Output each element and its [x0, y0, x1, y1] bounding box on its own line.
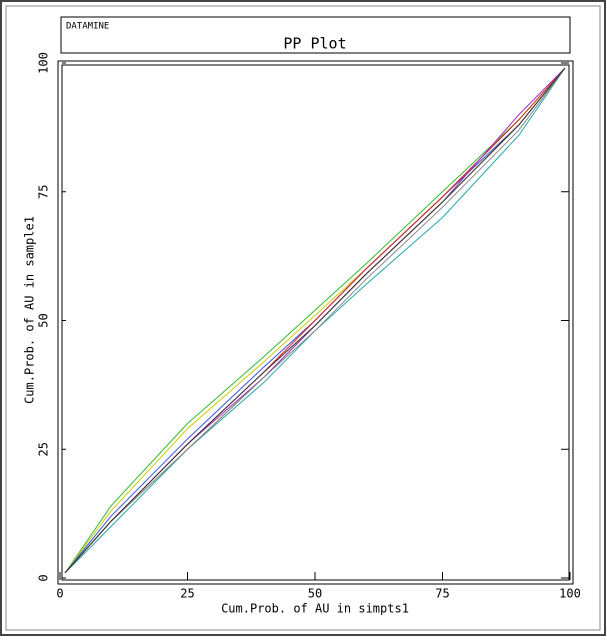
y-tick-label: 50 [37, 313, 51, 327]
x-tick-label: 0 [56, 587, 63, 601]
x-tick-label: 25 [180, 587, 194, 601]
series-line [64, 67, 566, 574]
plot-frame [61, 64, 570, 581]
title-box [60, 16, 571, 54]
y-tick-label: 25 [37, 442, 51, 456]
window-inner-frame [5, 5, 601, 631]
chart-title: PP Plot [283, 35, 346, 53]
y-tick-label: 75 [37, 185, 51, 199]
y-tick-label: 100 [37, 52, 51, 74]
x-tick-label: 75 [435, 587, 449, 601]
x-tick-label: 100 [559, 587, 581, 601]
x-axis-label: Cum.Prob. of AU in simpts1 [221, 602, 409, 616]
plot-outer-frame [57, 60, 574, 585]
y-axis-label: Cum.Prob. of AU in sample1 [23, 216, 37, 404]
header-label: DATAMINE [66, 22, 109, 32]
series-line [64, 67, 566, 574]
x-tick-label: 50 [308, 587, 322, 601]
y-tick-label: 0 [37, 574, 51, 581]
